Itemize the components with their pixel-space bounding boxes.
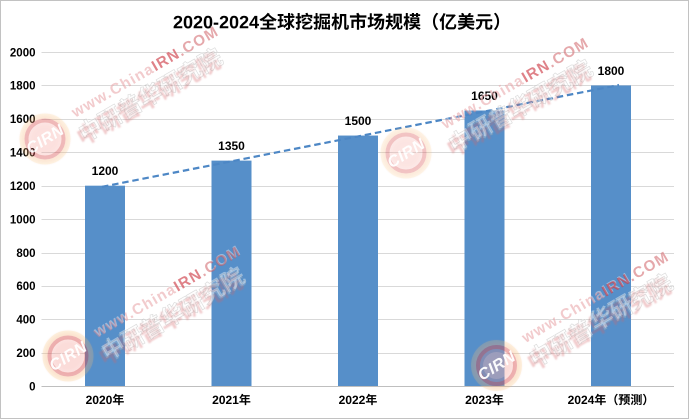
svg-text:400: 400 xyxy=(16,315,35,327)
svg-text:1500: 1500 xyxy=(345,114,372,128)
svg-text:600: 600 xyxy=(16,281,35,293)
svg-text:2000: 2000 xyxy=(10,47,36,59)
svg-text:800: 800 xyxy=(16,248,35,260)
svg-text:1200: 1200 xyxy=(92,164,119,178)
svg-text:1350: 1350 xyxy=(218,139,245,153)
svg-text:1200: 1200 xyxy=(10,181,36,193)
svg-text:1000: 1000 xyxy=(10,214,36,226)
svg-text:1800: 1800 xyxy=(598,64,625,78)
svg-text:0: 0 xyxy=(29,382,35,394)
svg-text:1650: 1650 xyxy=(471,89,498,103)
svg-text:1800: 1800 xyxy=(10,81,36,93)
svg-text:200: 200 xyxy=(16,348,35,360)
